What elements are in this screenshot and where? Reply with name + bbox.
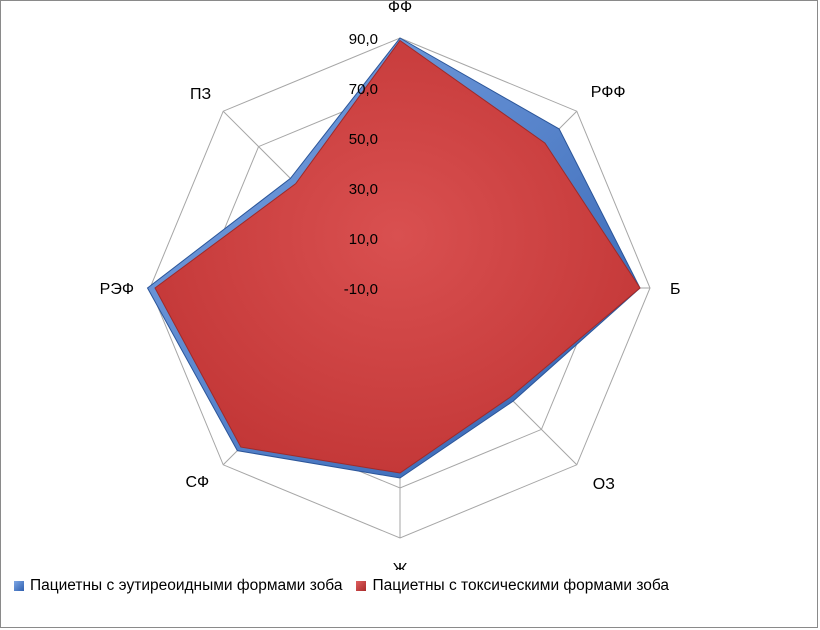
legend-label-toxic: Пациетны с токсическими формами зоба [372,577,670,594]
radial-tick-label: 30,0 [349,181,378,198]
radial-tick-label: 10,0 [349,231,378,248]
radial-tick-labels: 90,0 70,0 50,0 30,0 10,0 -10,0 [344,31,378,298]
radar-series [146,37,641,479]
category-label: Ж [393,561,408,570]
radial-tick-label: 70,0 [349,81,378,98]
series-area-toxic [154,39,641,474]
category-labels: ФФ РФФ Б ОЗ Ж СФ РЭФ ПЗ [100,0,681,570]
category-label: РФФ [591,84,626,101]
radar-chart: 90,0 70,0 50,0 30,0 10,0 -10,0 ФФ РФФ Б ОЗ Ж СФ РЭФ… [100,0,681,570]
legend-label-euthyroid: Пациетны с эутиреоидными формами зоба [30,577,343,594]
radial-tick-label: 50,0 [349,131,378,148]
radial-tick-label: 90,0 [349,31,378,48]
legend-swatch-euthyroid [14,581,24,591]
legend: Пациетны с эутиреоидными формами зоба Па… [14,577,669,595]
category-label: РЭФ [100,281,134,298]
category-label: ОЗ [593,476,615,493]
legend-item-toxic: Пациетны с токсическими формами зоба [356,577,669,595]
radial-tick-label: -10,0 [344,281,378,298]
category-label: ФФ [388,0,412,16]
category-label: СФ [186,474,210,491]
legend-swatch-toxic [356,581,367,591]
legend-item-euthyroid: Пациетны с эутиреоидными формами зоба [14,577,342,595]
category-label: ПЗ [190,86,211,103]
category-label: Б [670,281,681,298]
